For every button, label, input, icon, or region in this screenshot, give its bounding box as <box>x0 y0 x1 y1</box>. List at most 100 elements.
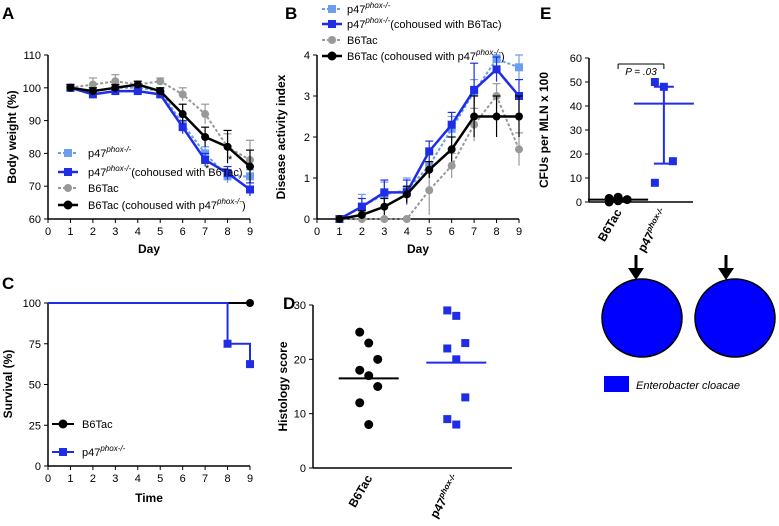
survival-series-1 <box>48 302 254 369</box>
group-0 <box>338 327 399 430</box>
x-axis-title: Day <box>407 242 429 256</box>
x-axis-title: Day <box>138 242 160 256</box>
legend-e-swatch <box>604 376 629 392</box>
y-axis-title: Body weight (%) <box>5 90 19 183</box>
chart-c-ytick-label: 75 <box>29 339 41 351</box>
data-point <box>156 77 165 86</box>
chart-c-xtick-label: 6 <box>180 473 186 485</box>
chart-b-xtick-label: 3 <box>381 226 387 238</box>
legend-ab-top: p47phox-/- p47phox-/-(cohoused with B6Ta… <box>322 1 505 63</box>
culture-illustration: Enterobacter cloacae <box>601 255 776 392</box>
legend-p47-label: p47phox-/- <box>347 1 391 16</box>
dot <box>461 339 470 348</box>
data-point <box>380 202 389 211</box>
dot <box>355 327 365 337</box>
arrow-b6-head <box>628 268 644 280</box>
chart-a-ytick-label: 60 <box>29 214 41 226</box>
dot <box>373 382 383 391</box>
legend-c-p47-label: p47phox-/- <box>82 444 126 459</box>
legend-c-marker-b6 <box>58 419 68 429</box>
panel-label-d: D <box>283 294 295 313</box>
chart-b-xtick-label: 9 <box>516 226 522 238</box>
chart-b-ytick-label: 4 <box>304 50 310 62</box>
survival-point <box>246 360 254 369</box>
chart-b-xtick-label: 0 <box>314 226 320 238</box>
data-point <box>402 190 411 199</box>
data-point <box>201 155 210 164</box>
y-axis-title: Survival (%) <box>1 350 15 419</box>
culture-plate-p47 <box>694 278 776 358</box>
legend-c-marker-p47 <box>59 448 67 456</box>
dot <box>650 78 659 86</box>
data-point <box>111 77 120 86</box>
series-3 <box>66 80 254 183</box>
culture-plate-b6 <box>601 278 683 358</box>
chart-b: 0 1 2 3 4 0 1 2 3 4 5 6 7 8 9 Day Disease activity index <box>274 50 523 256</box>
chart-c-ytick-label: 50 <box>29 380 41 392</box>
data-point <box>111 83 120 92</box>
legend-a-inner: p47phox-/- p47phox-/-(cohoused with B6Ta… <box>58 145 246 212</box>
chart-c-xtick-label: 7 <box>202 473 208 485</box>
legend-a-p47-label: p47phox-/- <box>88 145 132 160</box>
chart-a-xtick-label: 9 <box>247 226 253 238</box>
chart-b-xtick-label: 8 <box>493 226 499 238</box>
data-point <box>447 120 456 129</box>
data-point <box>492 65 501 74</box>
data-point <box>88 80 97 89</box>
chart-d: 0 10 20 30 B6Tac p47phox-/- Histology score <box>276 300 512 521</box>
category-label-1: p47phox-/- <box>634 206 671 255</box>
chart-b-xtick-label: 1 <box>336 226 342 238</box>
chart-e-ytick-label: 30 <box>570 125 582 137</box>
legend-c-b6-label: B6Tac <box>82 419 113 431</box>
chart-b-xtick-label: 4 <box>404 226 410 238</box>
panel-label-a: A <box>2 4 14 23</box>
chart-b-ytick-label: 1 <box>304 173 310 185</box>
legend-c: B6Tac p47phox-/- <box>52 419 126 459</box>
data-point <box>178 110 187 119</box>
chart-d-ytick-label: 10 <box>294 409 306 421</box>
legend-a-b6-co-label: B6Tac (cohoused with p47phox-/-) <box>88 197 246 212</box>
chart-b-xtick-label: 5 <box>426 226 432 238</box>
panel-label-e: E <box>540 4 551 23</box>
x-axis-title: Time <box>135 491 163 505</box>
dot <box>443 344 452 353</box>
chart-c-xtick-label: 2 <box>90 473 96 485</box>
dot <box>650 178 659 187</box>
chart-c-xtick-label: 1 <box>67 473 73 485</box>
legend-marker-b6 <box>328 36 336 44</box>
data-point <box>133 80 142 89</box>
category-label-1: p47phox-/- <box>426 472 463 521</box>
legend-a-marker-b6-co <box>63 200 73 210</box>
chart-b-xtick-label: 7 <box>471 226 477 238</box>
chart-a-xtick-label: 1 <box>67 226 73 238</box>
chart-b-xtick-label: 2 <box>359 226 365 238</box>
chart-c-ytick-label: 100 <box>23 298 41 310</box>
data-point <box>447 161 456 170</box>
legend-b6-label: B6Tac <box>347 35 378 47</box>
data-point <box>357 210 366 219</box>
chart-a-xtick-label: 2 <box>90 226 96 238</box>
legend-a-b6-label: B6Tac <box>88 183 119 195</box>
panel-label-b: B <box>285 4 297 23</box>
dot <box>443 415 452 424</box>
legend-a-marker-p47 <box>64 149 72 157</box>
survival-point <box>246 299 254 307</box>
dot <box>364 338 374 348</box>
chart-b-xtick-label: 6 <box>449 226 455 238</box>
chart-e-ytick-label: 20 <box>570 149 582 161</box>
chart-c-xtick-label: 8 <box>224 473 230 485</box>
group-1 <box>426 306 487 429</box>
data-point <box>156 87 165 96</box>
legend-b6-co-label: B6Tac (cohoused with p47phox-/-) <box>347 48 505 63</box>
data-point <box>246 185 254 194</box>
dot <box>373 354 383 364</box>
data-point <box>470 85 479 94</box>
chart-a-xtick-label: 0 <box>45 226 51 238</box>
data-point <box>447 145 456 154</box>
data-point <box>223 169 232 178</box>
chart-a-xtick-label: 3 <box>112 226 118 238</box>
chart-c-xtick-label: 5 <box>157 473 163 485</box>
chart-a-ytick-label: 70 <box>29 181 41 193</box>
chart-b-ytick-label: 2 <box>304 132 310 144</box>
